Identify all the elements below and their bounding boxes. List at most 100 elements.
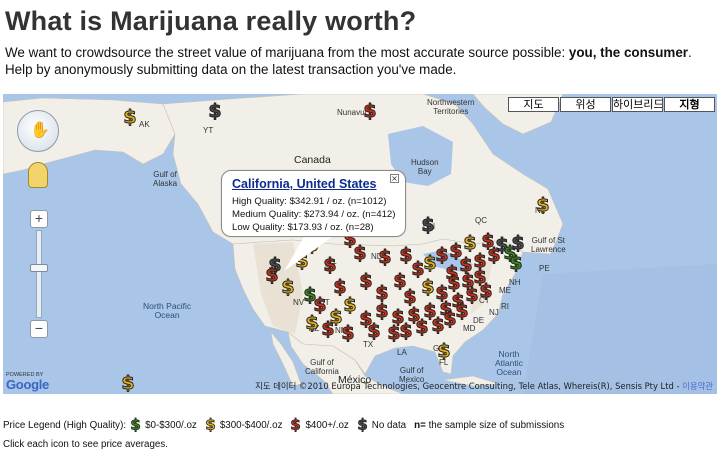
price-marker-gray[interactable]: $: [495, 234, 509, 254]
google-logo[interactable]: POWERED BY Google: [6, 372, 49, 392]
price-marker-red[interactable]: $: [455, 300, 469, 320]
price-marker-gray[interactable]: $: [511, 232, 525, 252]
price-marker-red[interactable]: $: [461, 270, 475, 290]
price-marker-yellow[interactable]: $: [463, 232, 477, 252]
price-marker-red[interactable]: $: [423, 300, 437, 320]
price-marker-red[interactable]: $: [473, 266, 487, 286]
price-marker-red[interactable]: $: [341, 322, 355, 342]
price-marker-red[interactable]: $: [391, 306, 405, 326]
price-marker-gray[interactable]: $: [268, 254, 282, 274]
price-marker-yellow[interactable]: $: [437, 340, 451, 360]
pan-control[interactable]: ✋: [17, 110, 59, 152]
price-marker-red[interactable]: $: [487, 244, 501, 264]
map-label-pe: PE: [539, 264, 550, 273]
zoom-in-button[interactable]: +: [30, 210, 48, 228]
map-label-hudson-bay-text: Hudson Bay: [411, 158, 439, 176]
map-label-gulf-alaska-text: Gulf of Alaska: [153, 170, 178, 188]
price-marker-red[interactable]: $: [431, 314, 445, 334]
price-marker-red[interactable]: $: [375, 282, 389, 302]
dollar-icon: $: [509, 252, 523, 272]
price-marker-red[interactable]: $: [393, 270, 407, 290]
gray-dollar-icon: $: [357, 415, 370, 435]
price-marker-yellow[interactable]: $: [421, 276, 435, 296]
price-marker-red[interactable]: $: [415, 316, 429, 336]
price-marker-red[interactable]: $: [321, 318, 335, 338]
intro-line-2: Help by anonymously submitting data on t…: [5, 62, 457, 77]
map-type-button-satellite[interactable]: 위성: [560, 97, 611, 112]
pegman-icon[interactable]: [28, 162, 48, 188]
price-marker-red[interactable]: $: [353, 242, 367, 262]
dollar-icon: $: [536, 194, 550, 214]
price-marker-red[interactable]: $: [443, 308, 457, 328]
dollar-icon: $: [333, 276, 347, 296]
price-marker-red[interactable]: $: [451, 290, 465, 310]
price-marker-green[interactable]: $: [503, 242, 517, 262]
price-marker-red[interactable]: $: [481, 230, 495, 250]
price-marker-yellow[interactable]: $: [305, 234, 319, 254]
map-label-ri: RI: [501, 302, 509, 311]
price-marker-red[interactable]: $: [459, 254, 473, 274]
price-marker-red[interactable]: $: [367, 320, 381, 340]
svg-text:$: $: [375, 300, 388, 320]
price-marker-yellow[interactable]: $: [295, 250, 309, 270]
price-marker-red[interactable]: $: [399, 320, 413, 340]
price-marker-red[interactable]: $: [363, 100, 377, 120]
price-marker-red[interactable]: $: [387, 322, 401, 342]
price-marker-yellow[interactable]: $: [536, 194, 550, 214]
price-marker-yellow[interactable]: $: [343, 294, 357, 314]
price-marker-red[interactable]: $: [447, 272, 461, 292]
price-marker-red[interactable]: $: [411, 258, 425, 278]
price-marker-red[interactable]: $: [313, 294, 327, 314]
price-marker-gray[interactable]: $: [208, 100, 222, 120]
price-marker-red[interactable]: $: [435, 244, 449, 264]
close-icon[interactable]: ×: [390, 174, 399, 183]
price-marker-yellow[interactable]: $: [423, 252, 437, 272]
svg-text:$: $: [487, 244, 500, 264]
map-type-button-terrain[interactable]: 지형: [664, 97, 715, 112]
price-marker-yellow[interactable]: $: [305, 312, 319, 332]
price-marker-red[interactable]: $: [407, 304, 421, 324]
price-marker-red[interactable]: $: [403, 286, 417, 306]
map-type-button-hybrid[interactable]: 하이브리드: [612, 97, 663, 112]
map-type-button-map[interactable]: 지도: [508, 97, 559, 112]
price-marker-red[interactable]: $: [333, 276, 347, 296]
price-marker-red[interactable]: $: [265, 264, 279, 284]
zoom-slider-thumb[interactable]: [30, 264, 48, 272]
price-marker-red[interactable]: $: [359, 270, 373, 290]
price-marker-green[interactable]: $: [303, 284, 317, 304]
map-label-canada: Canada: [294, 154, 331, 166]
legend-item-green-label: $0-$300/.oz: [145, 419, 197, 431]
zoom-slider-track[interactable]: [36, 230, 42, 318]
svg-text:$: $: [445, 262, 458, 282]
price-marker-red[interactable]: $: [479, 280, 493, 300]
map[interactable]: Canada México North Pacific Ocean North …: [3, 94, 717, 394]
price-marker-yellow[interactable]: $: [281, 276, 295, 296]
svg-text:$: $: [439, 298, 452, 318]
price-marker-red[interactable]: $: [435, 282, 449, 302]
price-marker-red[interactable]: $: [375, 300, 389, 320]
dollar-icon: $: [265, 264, 279, 284]
price-marker-red[interactable]: $: [378, 246, 392, 266]
zoom-out-button[interactable]: −: [30, 320, 48, 338]
price-marker-yellow[interactable]: $: [121, 372, 135, 392]
dollar-icon: $: [121, 372, 135, 392]
price-marker-red[interactable]: $: [465, 284, 479, 304]
price-marker-red[interactable]: $: [399, 244, 413, 264]
water-hudson-bay: [388, 126, 453, 186]
price-marker-red[interactable]: $: [439, 298, 453, 318]
price-marker-yellow[interactable]: $: [329, 306, 343, 326]
price-marker-red[interactable]: $: [449, 240, 463, 260]
info-window-title-link[interactable]: California, United States: [232, 177, 377, 191]
price-marker-red[interactable]: $: [473, 250, 487, 270]
price-marker-yellow[interactable]: $: [123, 106, 137, 126]
terms-of-use-link[interactable]: 이용약관: [682, 381, 713, 391]
legend-item-red-label: $400+/.oz: [305, 419, 349, 431]
map-label-gulf-california-text: Gulf of California: [305, 358, 339, 376]
price-marker-gray[interactable]: $: [421, 214, 435, 234]
price-marker-red[interactable]: $: [445, 262, 459, 282]
dollar-icon: $: [290, 415, 301, 434]
price-marker-green[interactable]: $: [509, 252, 523, 272]
price-marker-red[interactable]: $: [323, 254, 337, 274]
price-marker-red[interactable]: $: [359, 308, 373, 328]
dollar-icon: $: [473, 266, 487, 286]
